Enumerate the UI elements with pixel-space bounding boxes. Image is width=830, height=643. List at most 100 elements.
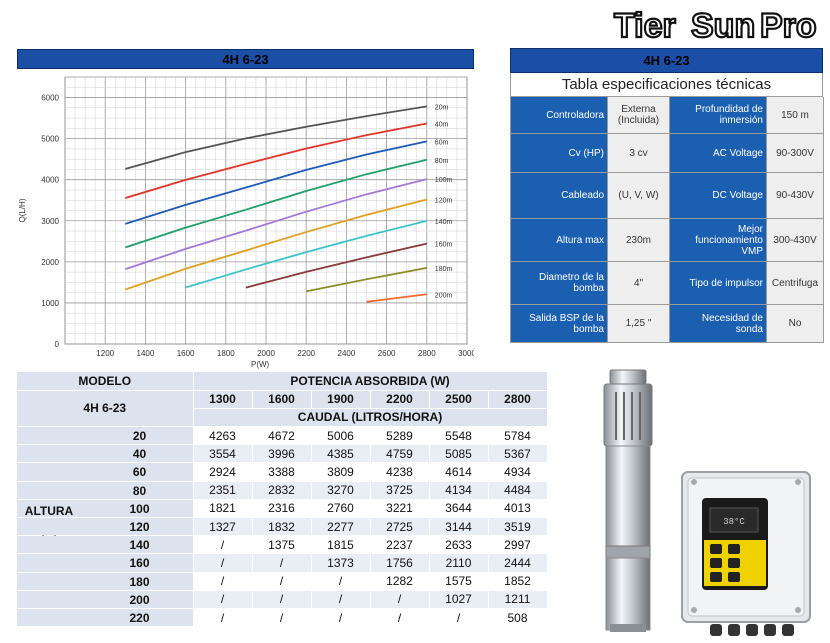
flow-cell: 508 bbox=[488, 608, 548, 628]
series-line-60m bbox=[125, 140, 427, 225]
altura-label-text: ALTURA bbox=[24, 503, 74, 518]
spec-subtitle: Tabla especificaciones técnicas bbox=[510, 73, 823, 97]
y-tick-label: 5000 bbox=[41, 135, 59, 144]
series-label: 80m bbox=[435, 158, 449, 165]
table-row: 200// //1027 1211 bbox=[17, 590, 548, 609]
spec-value-5-b: No bbox=[767, 305, 824, 343]
x-tick-label: 1200 bbox=[96, 349, 114, 358]
x-tick-label: 2600 bbox=[378, 349, 396, 358]
x-tick-label: 2400 bbox=[338, 349, 356, 358]
flow-cell: 5006 bbox=[311, 426, 371, 446]
series-line-160m bbox=[245, 242, 427, 289]
table-row: 180///1282 1575 1852 bbox=[17, 572, 548, 591]
table-row: 140 /1375 1815 2237 2633 2997 bbox=[17, 535, 548, 555]
flow-cell: / bbox=[252, 608, 312, 628]
spec-value-0-b: 150 m bbox=[767, 97, 824, 134]
flow-cell: / bbox=[370, 590, 430, 609]
spec-label-0-a: Controladora bbox=[511, 97, 608, 134]
power-header: 1900 bbox=[311, 390, 371, 409]
header-row-3: CAUDAL (LITROS/HORA) bbox=[17, 408, 548, 428]
flow-cell: 5289 bbox=[370, 426, 430, 446]
series-label: 160m bbox=[435, 242, 453, 249]
x-tick-label: 2800 bbox=[418, 349, 436, 358]
spec-label-2-b: DC Voltage bbox=[670, 173, 767, 219]
flow-cell: / bbox=[311, 572, 371, 591]
series-line-20m bbox=[125, 105, 427, 170]
spec-value-4-a: 4" bbox=[608, 262, 670, 305]
power-header: 2500 bbox=[429, 390, 489, 409]
spec-value-5-a: 1,25 " bbox=[608, 305, 670, 343]
flow-cell: 1375 bbox=[252, 535, 312, 555]
spec-label-2-a: Cableado bbox=[511, 173, 608, 219]
y-tick-label: 2000 bbox=[41, 258, 59, 267]
altura-value: 20 bbox=[132, 429, 147, 444]
altura-cell: 140 bbox=[17, 535, 194, 555]
series-line-120m bbox=[125, 198, 428, 291]
y-tick-label: 4000 bbox=[41, 176, 59, 185]
altura-cell: 120 bbox=[17, 517, 194, 537]
altura-value: 60 bbox=[132, 465, 147, 480]
modelo-label: MODELO bbox=[17, 372, 194, 391]
controller-display: 38°C bbox=[723, 517, 745, 527]
flow-cell: 3270 bbox=[311, 481, 371, 500]
series-label: 180m bbox=[435, 266, 453, 273]
altura-value: 200 bbox=[129, 592, 150, 607]
flow-cell: 1756 bbox=[370, 553, 430, 573]
spec-label-3-a: Altura max bbox=[511, 219, 608, 262]
series-line-140m bbox=[185, 220, 428, 289]
altura-value: 220 bbox=[129, 610, 150, 625]
flow-cell: 5367 bbox=[488, 444, 548, 464]
flow-cell: 2444 bbox=[488, 553, 548, 573]
altura-value: 80 bbox=[132, 483, 147, 498]
flow-cell: 2832 bbox=[252, 481, 312, 500]
flow-cell: 2633 bbox=[429, 535, 489, 555]
altura-cell: 180 bbox=[17, 572, 194, 591]
series-label: 40m bbox=[435, 122, 449, 129]
flow-cell: / bbox=[252, 553, 312, 573]
power-header: 2200 bbox=[370, 390, 430, 409]
series-line-80m bbox=[125, 158, 428, 249]
series-label: 20m bbox=[435, 104, 449, 111]
x-tick-label: 3000 bbox=[458, 349, 474, 358]
flow-cell: 2924 bbox=[193, 462, 253, 482]
altura-value: 140 bbox=[129, 538, 150, 553]
flow-cell: / bbox=[193, 590, 253, 609]
spec-label-5-b: Necesidad de sonda bbox=[670, 305, 767, 343]
flow-cell: 4013 bbox=[488, 499, 548, 519]
altura-value: 100 bbox=[129, 501, 150, 516]
series-label: 60m bbox=[435, 139, 449, 146]
flow-cell: 4263 bbox=[193, 426, 253, 446]
spec-value-0-a: Externa (Incluida) bbox=[608, 97, 670, 134]
series-line-40m bbox=[125, 122, 427, 199]
spec-label-0-b: Profundidad de inmersión bbox=[670, 97, 767, 134]
series-line-200m bbox=[366, 293, 427, 303]
logo-text-sun: Sun bbox=[691, 7, 755, 45]
logo-text-tier: Tier bbox=[614, 7, 676, 45]
flow-cell: / bbox=[429, 608, 489, 628]
spec-label-5-a: Salida BSP de la bomba bbox=[511, 305, 608, 343]
chart-title: 4H 6-23 bbox=[17, 49, 474, 69]
flow-cell: 1832 bbox=[252, 517, 312, 537]
flow-cell: / bbox=[193, 608, 253, 628]
spec-label-4-a: Diametro de la bomba bbox=[511, 262, 608, 305]
flow-cell: / bbox=[311, 590, 371, 609]
flow-cell: 2316 bbox=[252, 499, 312, 519]
header-row-1: MODELO POTENCIA ABSORBIDA (W) bbox=[17, 372, 548, 391]
series-label: 100m bbox=[435, 177, 453, 184]
spec-title: 4H 6-23 bbox=[510, 48, 823, 73]
table-row: 220// / //508 bbox=[17, 608, 548, 628]
x-tick-label: 2200 bbox=[297, 349, 315, 358]
spec-label-3-b: Mejor funcionamiento VMP bbox=[670, 219, 767, 262]
y-axis-label: Q(L/H) bbox=[18, 198, 27, 222]
flow-cell: 2351 bbox=[193, 481, 253, 500]
series-line-180m bbox=[306, 267, 427, 293]
flow-cell: 3554 bbox=[193, 444, 253, 464]
performance-chart-panel: 4H 6-23 1200 1400 1600 1800 2000 2200 2400 2600… bbox=[17, 49, 474, 370]
series-line-100m bbox=[125, 178, 428, 271]
flow-cell: 3644 bbox=[429, 499, 489, 519]
x-tick-label: 1600 bbox=[177, 349, 195, 358]
altura-cell: 60 bbox=[17, 462, 194, 482]
power-header: 1600 bbox=[252, 390, 312, 409]
flow-cell: / bbox=[193, 572, 253, 591]
logo-text-pro: Pro bbox=[760, 7, 817, 45]
